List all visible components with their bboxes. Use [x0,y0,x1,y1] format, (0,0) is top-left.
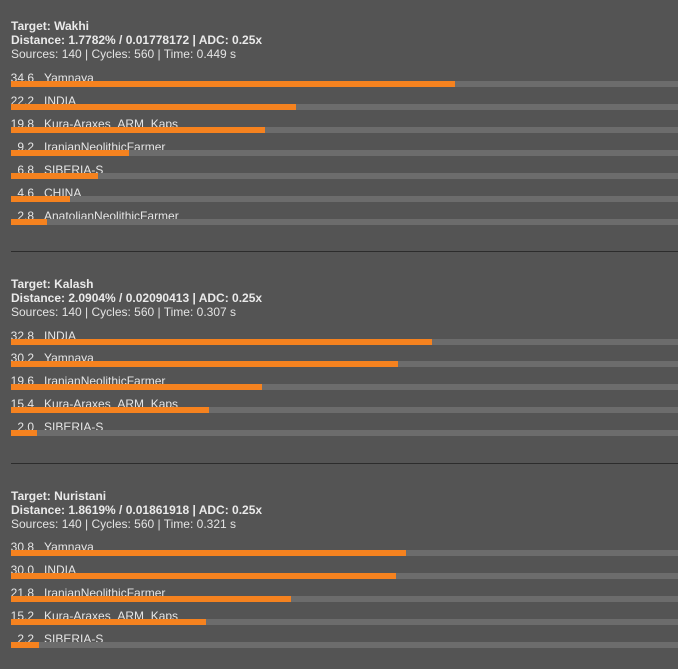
population-bar-track [11,361,678,367]
distance-label: Distance: 1.7782% / 0.01778172 | ADC: 0.… [11,33,263,47]
population-bar-fill [11,173,99,179]
population-bar-fill [11,127,265,133]
population-row: 2.0 SIBERIA-S [0,420,678,443]
population-bar-fill [11,573,396,579]
sources-label: Sources: 140 | Cycles: 560 | Time: 0.449… [11,47,237,61]
population-bar-track [11,104,678,110]
population-bar-fill [11,642,40,648]
population-bar-track [11,384,678,390]
panel-header: Target: Kalash Distance: 2.0904% / 0.020… [11,277,262,319]
population-row: 19.8 Kura-Araxes_ARM_Kaps [0,117,678,140]
population-bar-track [11,573,678,579]
population-bar-fill [11,150,129,156]
population-bar-fill [11,384,263,390]
population-bar-fill [11,196,70,202]
population-row: 9.2 IranianNeolithicFarmer [0,140,678,163]
population-bar-fill [11,219,47,225]
population-bar-fill [11,550,407,556]
population-row: 15.2 Kura-Araxes_ARM_Kaps [0,609,678,632]
population-row: 30.0 INDIA [0,563,678,586]
population-bar-track [11,430,678,436]
population-bar-fill [11,407,209,413]
population-bar-fill [11,619,206,625]
population-bar-track [11,196,678,202]
population-bar-track [11,173,678,179]
population-row: 15.4 Kura-Araxes_ARM_Kaps [0,397,678,420]
population-row: 22.2 INDIA [0,94,678,117]
population-bar-track [11,219,678,225]
distance-label: Distance: 2.0904% / 0.02090413 | ADC: 0.… [11,291,263,305]
population-row: 30.8 Yamnaya [0,540,678,563]
population-bar-track [11,642,678,648]
population-bar-track [11,550,678,556]
population-row: 21.8 IranianNeolithicFarmer [0,586,678,609]
population-bar-track [11,81,678,87]
population-row: 19.6 IranianNeolithicFarmer [0,374,678,397]
sources-label: Sources: 140 | Cycles: 560 | Time: 0.307… [11,305,237,319]
population-bar-track [11,596,678,602]
panel-divider [11,463,678,464]
population-bar-fill [11,361,399,367]
population-row: 4.6 CHINA [0,186,678,209]
target-label: Target: Kalash [11,277,94,291]
population-bar-track [11,407,678,413]
population-bar-track [11,127,678,133]
population-row: 2.2 SIBERIA-S [0,632,678,655]
population-row: 32.8 INDIA [0,329,678,352]
population-row: 2.8 AnatolianNeolithicFarmer [0,209,678,232]
panel-divider [11,251,678,252]
target-label: Target: Nuristani [11,489,107,503]
population-bar-fill [11,430,37,436]
panel-header: Target: Wakhi Distance: 1.7782% / 0.0177… [11,19,262,61]
population-bar-track [11,339,678,345]
population-row: 6.8 SIBERIA-S [0,163,678,186]
target-label: Target: Wakhi [11,19,90,33]
population-bar-track [11,150,678,156]
population-bar-track [11,619,678,625]
population-bar-fill [11,339,432,345]
population-bar-fill [11,596,291,602]
population-bar-fill [11,81,455,87]
distance-label: Distance: 1.8619% / 0.01861918 | ADC: 0.… [11,503,263,517]
population-row: 30.2 Yamnaya [0,351,678,374]
population-row: 34.6 Yamnaya [0,71,678,94]
panel-header: Target: Nuristani Distance: 1.8619% / 0.… [11,489,262,531]
population-bar-fill [11,104,296,110]
sources-label: Sources: 140 | Cycles: 560 | Time: 0.321… [11,517,237,531]
